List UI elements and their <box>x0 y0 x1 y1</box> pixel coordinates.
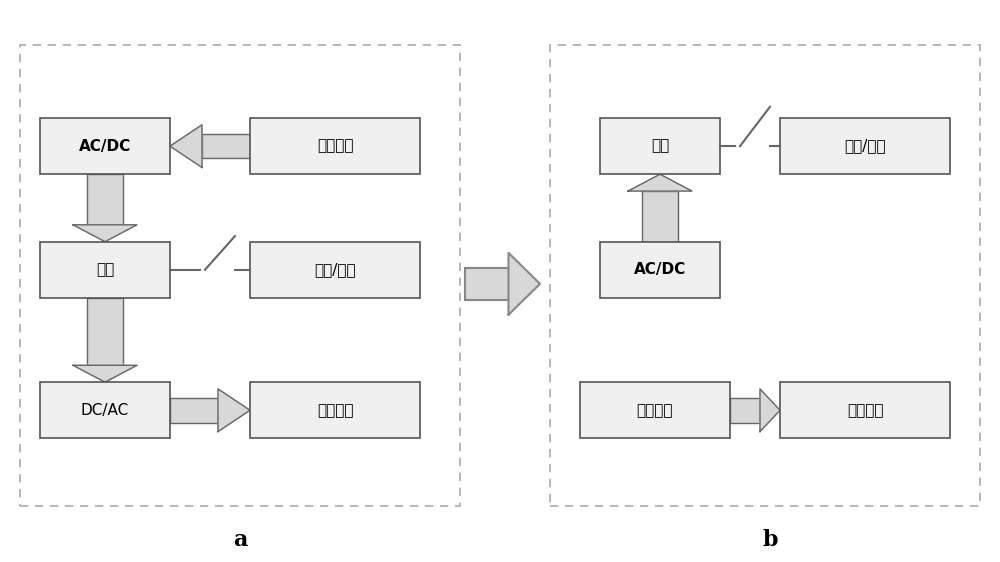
Text: 电堆: 电堆 <box>96 262 114 277</box>
Bar <box>780 118 950 174</box>
Text: a: a <box>233 528 247 551</box>
Text: AC/DC: AC/DC <box>79 139 131 153</box>
Text: 负载/电源: 负载/电源 <box>844 139 886 153</box>
Text: 支撑系统: 支撑系统 <box>317 403 353 418</box>
Text: 支撑系统: 支撑系统 <box>847 403 883 418</box>
Bar <box>642 191 678 242</box>
Polygon shape <box>218 389 250 432</box>
Polygon shape <box>509 253 540 315</box>
Text: AC/DC: AC/DC <box>634 262 686 277</box>
Bar <box>250 118 420 174</box>
Polygon shape <box>628 174 692 191</box>
Bar <box>87 174 123 225</box>
Text: 电堆: 电堆 <box>651 139 669 153</box>
Bar <box>40 118 170 174</box>
Bar <box>87 298 123 365</box>
Polygon shape <box>760 389 780 432</box>
Bar <box>170 398 218 423</box>
Bar <box>580 382 730 438</box>
Bar <box>550 45 980 506</box>
Bar <box>730 398 760 423</box>
Bar <box>780 382 950 438</box>
Bar <box>40 382 170 438</box>
Text: b: b <box>762 528 778 551</box>
Polygon shape <box>73 365 137 382</box>
Bar <box>40 242 170 298</box>
Bar <box>20 45 460 506</box>
Bar <box>250 242 420 298</box>
Text: DC/AC: DC/AC <box>81 403 129 418</box>
Bar <box>600 242 720 298</box>
Bar <box>250 382 420 438</box>
Polygon shape <box>170 125 202 167</box>
Text: 外部电源: 外部电源 <box>317 139 353 153</box>
Bar <box>600 118 720 174</box>
Bar <box>202 134 250 158</box>
Bar <box>465 268 509 300</box>
Text: 外部电源: 外部电源 <box>637 403 673 418</box>
Polygon shape <box>73 225 137 242</box>
Text: 负载/电源: 负载/电源 <box>314 262 356 277</box>
